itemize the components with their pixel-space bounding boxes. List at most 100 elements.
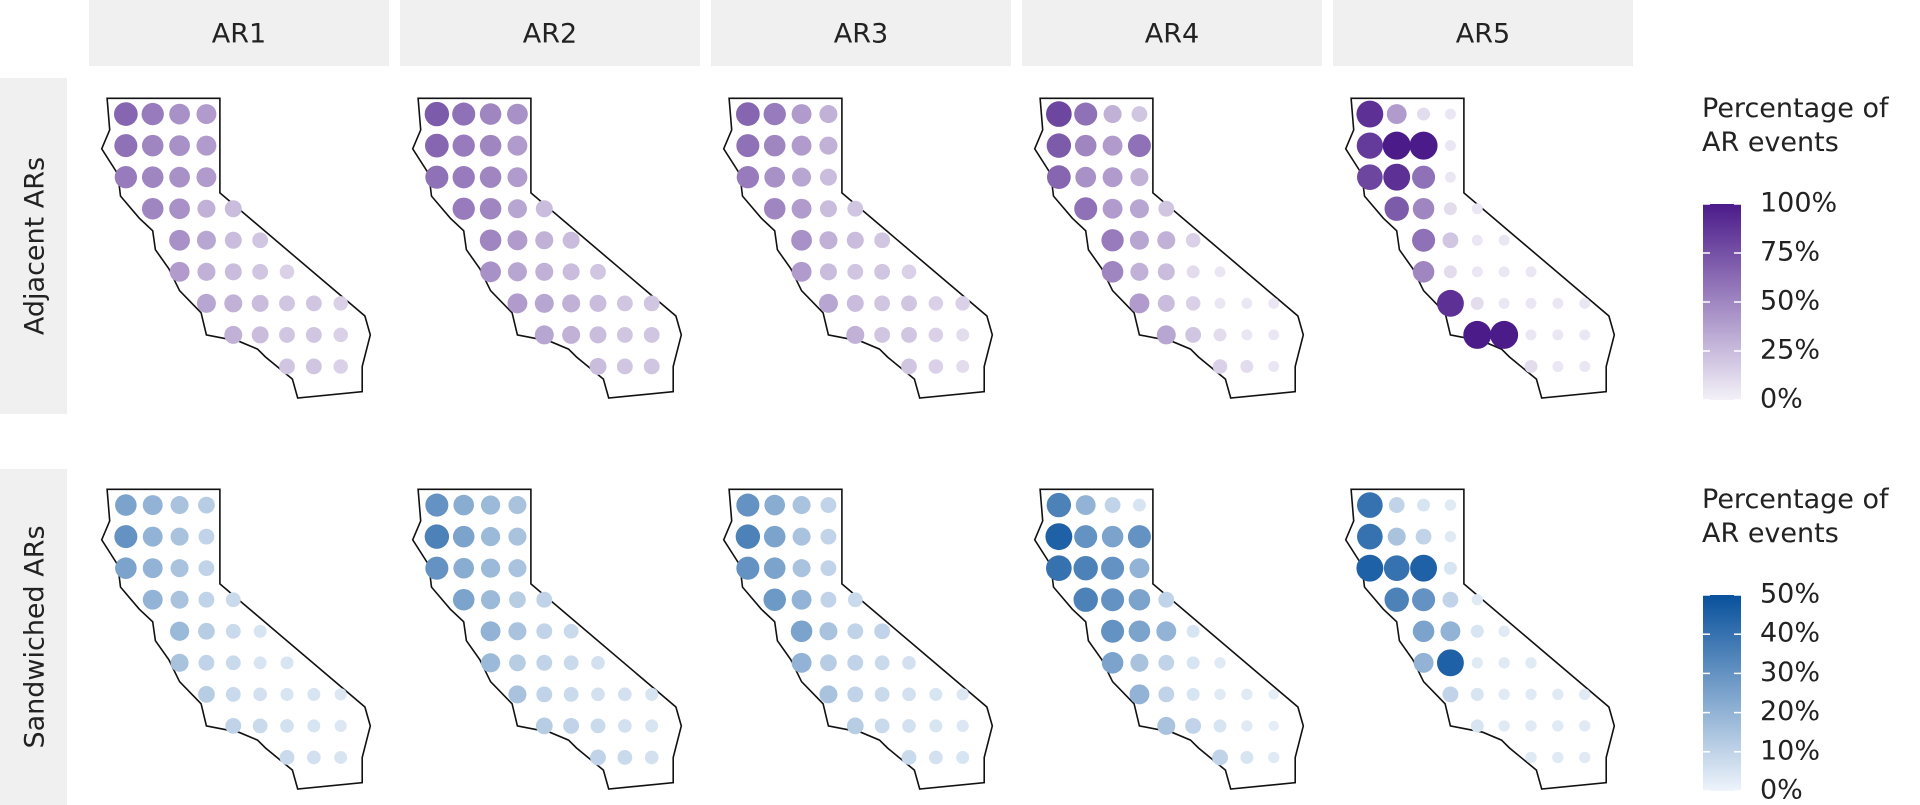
dot	[1101, 556, 1125, 580]
dot	[1241, 329, 1253, 341]
dot	[196, 167, 217, 188]
dot	[591, 687, 605, 702]
dot	[847, 686, 864, 703]
dot	[508, 685, 527, 704]
dot	[1470, 624, 1484, 638]
dot	[1498, 297, 1510, 309]
dot	[791, 135, 812, 156]
row-label: Adjacent ARs	[20, 157, 51, 335]
dot	[1101, 261, 1124, 283]
dot	[507, 135, 528, 156]
colorbar-label: 0%	[1760, 775, 1803, 805]
colorbar-label: 50%	[1760, 286, 1820, 317]
column-strip	[1022, 0, 1322, 66]
state-outline	[100, 488, 372, 790]
dot	[452, 525, 475, 548]
dot	[1128, 620, 1151, 643]
dot	[196, 135, 217, 156]
dot	[736, 134, 760, 158]
dot	[1440, 621, 1461, 642]
dot	[563, 717, 580, 734]
dot	[956, 688, 969, 701]
dot	[114, 166, 138, 189]
dot	[142, 526, 163, 547]
dot	[1240, 359, 1254, 373]
dot	[480, 621, 501, 642]
dot	[591, 656, 605, 670]
dot	[1470, 687, 1484, 701]
dot	[617, 750, 633, 765]
dot	[1046, 101, 1072, 127]
dot	[1185, 296, 1201, 311]
dot	[929, 750, 943, 765]
dot	[1444, 108, 1456, 120]
dot	[334, 719, 347, 733]
dot	[1442, 591, 1459, 608]
dot	[1444, 171, 1456, 183]
dot	[1130, 653, 1149, 672]
dot	[198, 654, 215, 671]
dot	[1552, 720, 1564, 732]
dot	[616, 358, 633, 375]
dot	[819, 263, 837, 281]
dot	[479, 229, 502, 252]
dot	[452, 588, 475, 611]
dot	[508, 622, 527, 641]
dot	[1241, 297, 1253, 309]
dot	[1046, 133, 1072, 158]
dot	[1386, 104, 1407, 125]
dot	[1436, 289, 1464, 317]
dot	[763, 588, 786, 611]
dot	[507, 103, 528, 125]
dot	[1186, 624, 1200, 638]
dot	[279, 358, 295, 375]
dot	[198, 560, 215, 577]
dot	[424, 524, 450, 549]
dot	[333, 359, 348, 374]
dot	[1102, 198, 1123, 219]
dot	[1384, 587, 1409, 612]
dot	[141, 134, 164, 157]
dot	[1129, 558, 1150, 579]
row-strip	[0, 78, 67, 414]
dot	[536, 591, 553, 608]
dot	[735, 102, 760, 126]
dot	[1471, 657, 1483, 669]
dot	[1525, 657, 1537, 669]
dot	[1156, 325, 1176, 345]
dot	[1471, 594, 1483, 606]
dot	[1213, 719, 1227, 733]
dot	[1186, 265, 1200, 279]
dot	[618, 719, 632, 733]
dot	[197, 262, 216, 281]
dot	[479, 103, 502, 125]
colorbar-label: 100%	[1760, 188, 1837, 219]
dot	[1410, 554, 1438, 582]
dot	[507, 199, 527, 219]
dot	[1498, 657, 1510, 669]
dot	[820, 528, 837, 545]
dot	[819, 200, 837, 218]
dot	[253, 624, 267, 638]
dot	[791, 104, 812, 125]
dot	[170, 559, 189, 578]
dot	[1156, 621, 1177, 642]
dot	[307, 750, 321, 765]
dot	[141, 102, 164, 126]
dot	[507, 167, 528, 188]
dot	[1185, 326, 1202, 343]
dot	[1268, 329, 1280, 341]
dot	[819, 622, 838, 641]
dot	[1074, 197, 1098, 221]
dot	[169, 198, 190, 220]
dot	[196, 230, 216, 250]
dot	[791, 261, 812, 282]
dot	[1157, 263, 1175, 281]
dot	[252, 232, 269, 249]
dot	[480, 558, 501, 578]
dot	[874, 263, 891, 280]
dot	[1132, 498, 1146, 512]
state-outline	[411, 97, 683, 399]
